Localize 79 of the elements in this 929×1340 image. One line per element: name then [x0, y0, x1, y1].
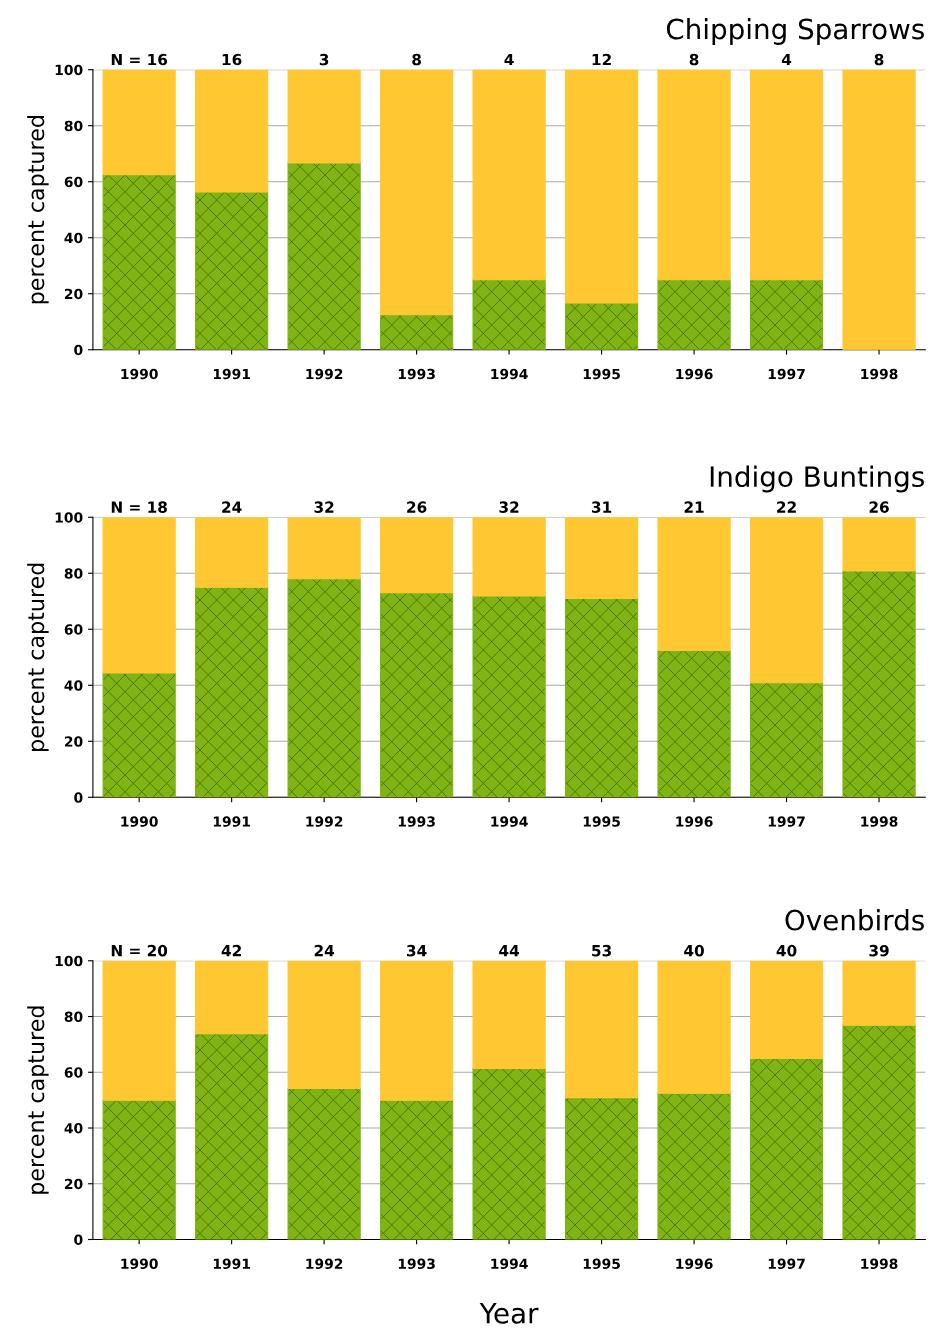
y-tick-label: 40	[64, 232, 83, 244]
annotation: 24	[222, 501, 242, 513]
y-tick-label: 40	[64, 1122, 83, 1134]
x-axis-title: Year	[479, 1303, 539, 1324]
y-tick-label: 20	[64, 736, 83, 747]
y-tick-label: 40	[64, 680, 83, 691]
annotation: 32	[499, 501, 519, 513]
y-tick-label: 100	[55, 512, 83, 523]
x-tick-label: 1996	[676, 1258, 713, 1269]
x-tick-label: 1993	[398, 368, 435, 380]
y-tick-label: 80	[64, 1011, 83, 1022]
annotation: 42	[221, 944, 241, 957]
chart-title: Chipping Sparrows	[666, 18, 924, 45]
annotation: N = 18	[111, 501, 167, 513]
y-axis-title: percent captured	[27, 1006, 49, 1194]
annotation: 12	[592, 53, 611, 66]
y-axis-title: percent captured	[27, 563, 49, 751]
x-tick-label: 1992	[306, 368, 343, 380]
annotation: 24	[314, 944, 335, 957]
x-tick-label: 1995	[583, 368, 620, 380]
annotation: 31	[591, 501, 612, 513]
x-tick-label: 1998	[861, 1258, 898, 1269]
annotation: 53	[592, 944, 611, 957]
annotation: 22	[777, 501, 796, 513]
annotation: 26	[869, 501, 889, 513]
x-tick-label: 1991	[213, 1258, 250, 1269]
x-tick-label: 1995	[583, 816, 620, 827]
x-tick-label: 1994	[491, 368, 528, 380]
y-tick-label: 60	[64, 624, 83, 635]
annotation: 21	[684, 501, 704, 513]
y-tick-label: 0	[74, 1234, 83, 1245]
y-tick-label: 60	[64, 1067, 83, 1078]
x-tick-label: 1997	[768, 1258, 805, 1269]
x-tick-label: 1997	[768, 368, 805, 380]
x-tick-label: 1997	[768, 816, 805, 827]
x-tick-label: 1993	[398, 1258, 435, 1269]
y-tick-label: 0	[74, 792, 83, 803]
x-tick-label: 1990	[121, 816, 158, 827]
x-tick-label: 1992	[306, 1258, 343, 1269]
y-tick-label: 100	[55, 64, 83, 76]
x-tick-label: 1990	[121, 1258, 158, 1269]
x-tick-label: 1991	[213, 368, 250, 380]
x-tick-label: 1998	[861, 368, 898, 380]
annotation: 4	[504, 53, 514, 66]
annotation: 39	[869, 944, 889, 957]
chart-title: Ovenbirds	[785, 909, 924, 931]
x-tick-label: 1993	[398, 816, 435, 827]
annotation: 44	[499, 945, 520, 957]
y-tick-label: 80	[64, 120, 83, 132]
y-tick-label: 20	[64, 288, 83, 300]
chart-title: Indigo Buntings	[710, 465, 924, 493]
annotation: 40	[684, 944, 704, 957]
annotation: 3	[319, 53, 329, 66]
y-tick-label: 80	[64, 568, 83, 579]
x-tick-label: 1998	[861, 816, 898, 827]
x-tick-label: 1995	[583, 1258, 620, 1269]
x-tick-label: 1990	[121, 368, 158, 380]
annotation: 32	[314, 501, 334, 513]
x-tick-label: 1996	[676, 816, 713, 827]
y-axis-title: percent captured	[27, 116, 49, 304]
x-tick-label: 1996	[676, 368, 713, 380]
annotation: 40	[776, 944, 797, 957]
y-tick-label: 0	[74, 344, 83, 356]
annotation: 8	[412, 53, 421, 66]
y-tick-label: 20	[64, 1178, 83, 1190]
annotation: N = 20	[111, 944, 168, 957]
y-tick-label: 100	[55, 955, 83, 967]
annotation: 4	[781, 53, 792, 66]
annotation: 26	[407, 501, 427, 513]
annotation: 8	[874, 53, 884, 66]
annotation: 34	[407, 944, 427, 957]
x-tick-label: 1994	[491, 816, 528, 827]
x-tick-label: 1994	[491, 1258, 528, 1269]
annotation: 16	[222, 53, 242, 66]
x-tick-label: 1992	[306, 816, 343, 827]
x-tick-label: 1991	[213, 816, 250, 827]
annotation: 8	[689, 53, 699, 66]
annotation: N = 16	[111, 53, 168, 66]
y-tick-label: 60	[64, 176, 83, 188]
